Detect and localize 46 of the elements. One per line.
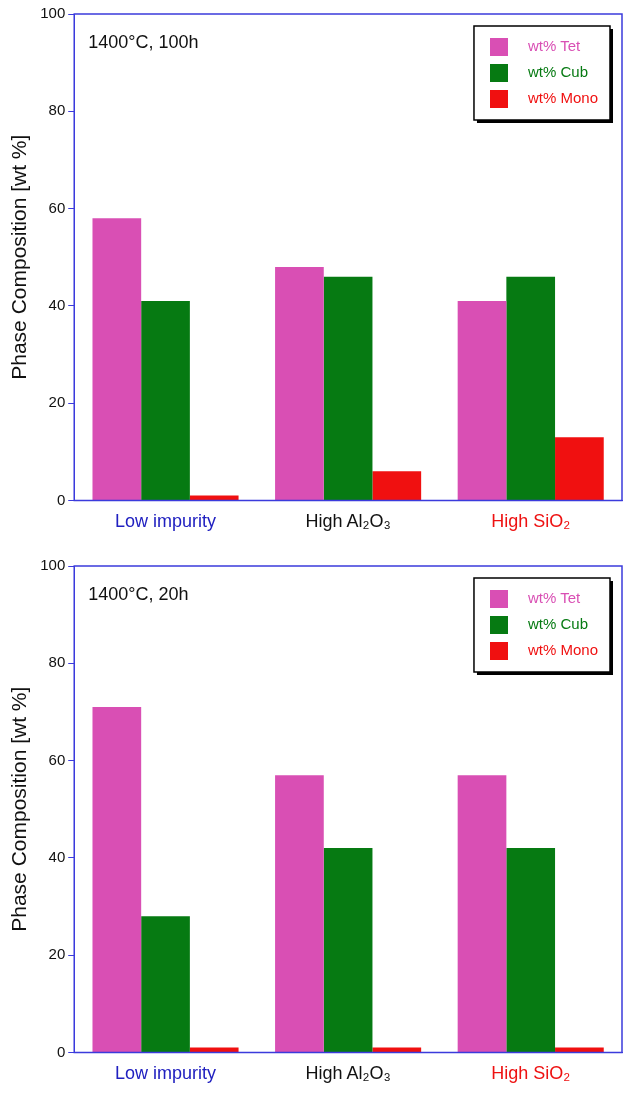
legend-label: wt% Mono	[526, 89, 598, 107]
bar	[372, 471, 422, 500]
y-axis-title: Phase Composition [wt %]	[7, 134, 31, 380]
y-tick-label: 20	[48, 945, 66, 963]
y-axis-title: Phase Composition [wt %]	[7, 686, 31, 932]
bar	[506, 276, 556, 500]
x-tick-label: High Al₂O₃	[305, 511, 391, 532]
annotation: 1400°C, 20h	[88, 583, 189, 604]
y-tick-label: 100	[40, 4, 66, 22]
y-tick-label: 100	[40, 556, 66, 574]
y-tick-label: 60	[48, 750, 66, 768]
bar	[457, 300, 507, 500]
bar	[457, 775, 507, 1052]
y-tick-label: 0	[56, 490, 66, 508]
x-tick-label: Low impurity	[115, 1063, 217, 1084]
x-tick-label: High SiO₂	[491, 511, 571, 532]
x-tick-label: High SiO₂	[491, 1063, 571, 1084]
y-tick-label: 0	[56, 1042, 66, 1060]
bar	[189, 495, 239, 500]
bar	[92, 707, 142, 1052]
legend-label: wt% Cub	[526, 63, 588, 81]
bar	[323, 848, 373, 1052]
y-tick-label: 40	[48, 847, 66, 865]
bar	[141, 916, 190, 1052]
bar	[141, 300, 190, 500]
legend-label: wt% Mono	[526, 641, 598, 659]
bar	[92, 218, 142, 500]
bar	[555, 437, 604, 500]
x-tick-label: Low impurity	[115, 511, 217, 532]
annotation: 1400°C, 100h	[88, 31, 199, 52]
legend-label: wt% Cub	[526, 615, 588, 633]
y-tick-label: 20	[48, 393, 66, 411]
x-tick-label: High Al₂O₃	[305, 1063, 391, 1084]
bar	[323, 276, 373, 500]
bar	[189, 1047, 239, 1052]
bar	[275, 775, 324, 1052]
y-tick-label: 80	[48, 101, 66, 119]
bar	[506, 848, 556, 1052]
bar	[275, 266, 324, 500]
legend-label: wt% Tet	[526, 37, 582, 55]
bar	[372, 1047, 422, 1052]
y-tick-label: 80	[48, 653, 66, 671]
legend-label: wt% Tet	[526, 589, 582, 607]
bar	[555, 1047, 604, 1052]
y-tick-label: 60	[48, 198, 66, 216]
y-tick-label: 40	[48, 295, 66, 313]
